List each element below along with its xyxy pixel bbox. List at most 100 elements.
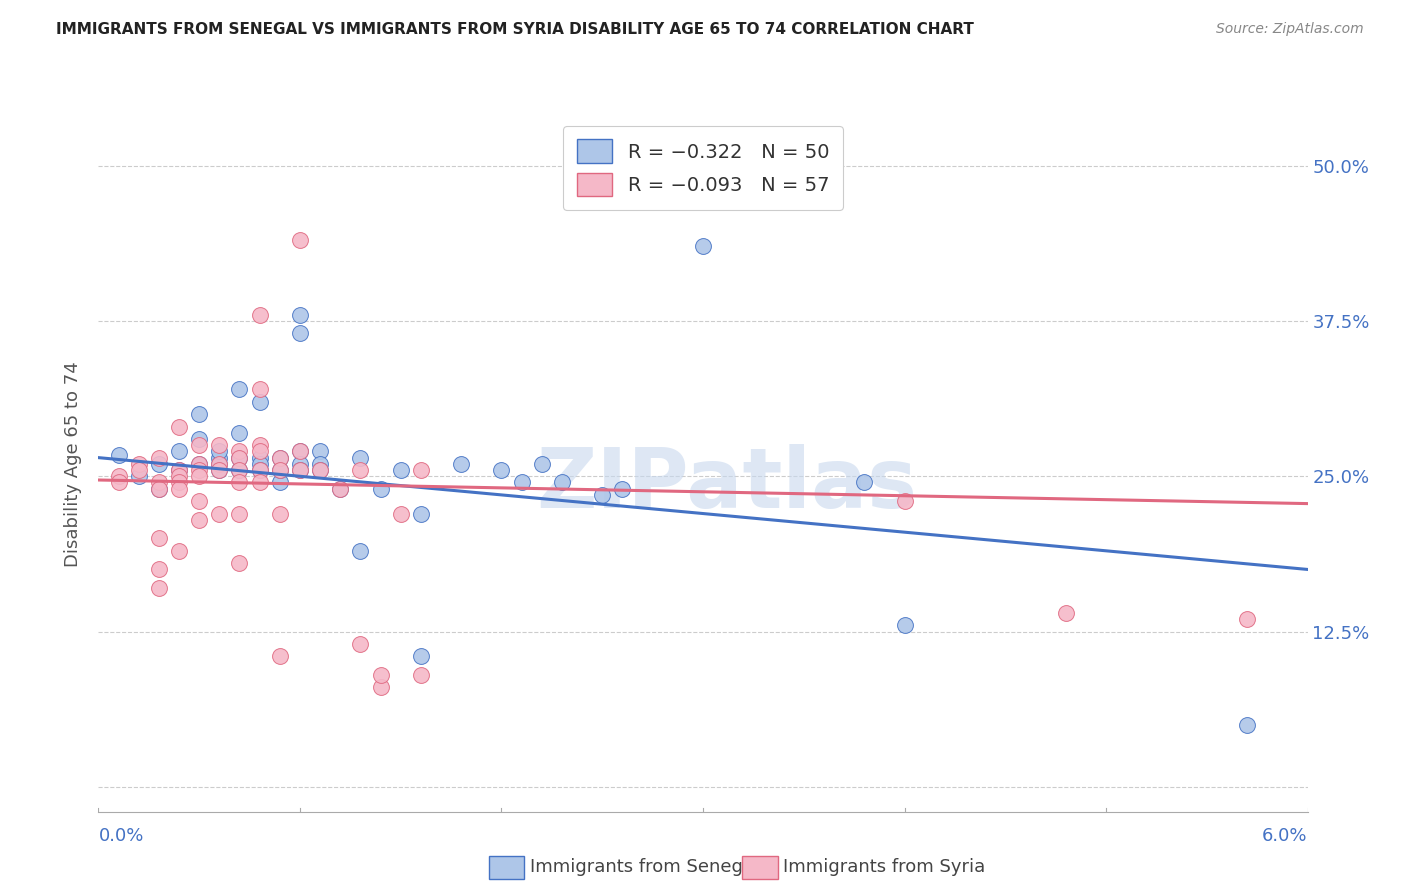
Point xyxy=(893,494,915,508)
Point xyxy=(329,482,352,496)
Point xyxy=(1054,606,1077,620)
Point xyxy=(249,444,271,458)
Point xyxy=(228,475,250,490)
Point xyxy=(167,543,190,558)
Point xyxy=(128,457,150,471)
Point xyxy=(349,450,371,465)
Point xyxy=(269,507,291,521)
Point xyxy=(249,438,271,452)
Point xyxy=(208,507,231,521)
Point xyxy=(370,681,392,695)
Point xyxy=(188,432,211,446)
Point xyxy=(309,463,332,477)
Point xyxy=(167,482,190,496)
Point xyxy=(148,532,170,546)
Point xyxy=(148,457,170,471)
Point xyxy=(228,450,250,465)
Point xyxy=(530,457,553,471)
Y-axis label: Disability Age 65 to 74: Disability Age 65 to 74 xyxy=(65,361,83,566)
Point xyxy=(167,419,190,434)
Text: 6.0%: 6.0% xyxy=(1263,827,1308,845)
Point xyxy=(249,475,271,490)
Point xyxy=(288,463,311,477)
Point xyxy=(167,463,190,477)
Point xyxy=(389,507,412,521)
Point xyxy=(249,463,271,477)
Point xyxy=(228,507,250,521)
Text: Immigrants from Senegal: Immigrants from Senegal xyxy=(530,858,759,876)
Point xyxy=(309,463,332,477)
Point xyxy=(370,668,392,682)
Point xyxy=(349,543,371,558)
Point xyxy=(107,469,129,483)
Point xyxy=(370,482,392,496)
Point xyxy=(148,450,170,465)
Point xyxy=(269,463,291,477)
Point xyxy=(269,450,291,465)
Point xyxy=(249,450,271,465)
Point xyxy=(188,407,211,421)
Point xyxy=(389,463,412,477)
Point xyxy=(269,450,291,465)
Point xyxy=(409,668,432,682)
Point xyxy=(167,469,190,483)
Point xyxy=(853,475,876,490)
Point xyxy=(228,463,250,477)
Point xyxy=(188,438,211,452)
Point xyxy=(188,463,211,477)
Point xyxy=(551,475,574,490)
Point xyxy=(148,482,170,496)
Point xyxy=(167,463,190,477)
Point xyxy=(188,469,211,483)
Point xyxy=(893,618,915,632)
Point xyxy=(288,308,311,322)
Point xyxy=(309,444,332,458)
Point xyxy=(208,457,231,471)
Point xyxy=(409,507,432,521)
Point xyxy=(349,463,371,477)
Point xyxy=(128,469,150,483)
Point xyxy=(107,448,129,462)
Text: ZIPatlas: ZIPatlas xyxy=(537,444,918,525)
Point xyxy=(288,326,311,341)
Point xyxy=(249,382,271,396)
Point xyxy=(228,463,250,477)
Point xyxy=(148,482,170,496)
Point xyxy=(309,457,332,471)
Point xyxy=(409,463,432,477)
Point xyxy=(128,463,150,477)
Point xyxy=(1236,612,1258,626)
Point xyxy=(228,450,250,465)
Point xyxy=(249,308,271,322)
Point xyxy=(591,488,613,502)
Point xyxy=(228,556,250,570)
Point xyxy=(208,450,231,465)
Point xyxy=(208,444,231,458)
Point xyxy=(491,463,513,477)
Point xyxy=(228,425,250,440)
Point xyxy=(188,457,211,471)
Text: IMMIGRANTS FROM SENEGAL VS IMMIGRANTS FROM SYRIA DISABILITY AGE 65 TO 74 CORRELA: IMMIGRANTS FROM SENEGAL VS IMMIGRANTS FR… xyxy=(56,22,974,37)
Point xyxy=(208,457,231,471)
Point xyxy=(409,649,432,664)
Point xyxy=(288,444,311,458)
Point xyxy=(692,239,714,253)
Point xyxy=(228,444,250,458)
Point xyxy=(269,649,291,664)
Point xyxy=(269,475,291,490)
Point xyxy=(208,463,231,477)
Point xyxy=(349,637,371,651)
Point xyxy=(612,482,634,496)
Point xyxy=(188,457,211,471)
Point xyxy=(249,463,271,477)
Point xyxy=(249,394,271,409)
Legend: R = −0.322   N = 50, R = −0.093   N = 57: R = −0.322 N = 50, R = −0.093 N = 57 xyxy=(564,126,842,211)
Point xyxy=(208,438,231,452)
Text: Source: ZipAtlas.com: Source: ZipAtlas.com xyxy=(1216,22,1364,37)
Point xyxy=(329,482,352,496)
Point xyxy=(288,444,311,458)
Point xyxy=(188,513,211,527)
Point xyxy=(288,457,311,471)
Point xyxy=(288,233,311,247)
Point xyxy=(208,463,231,477)
